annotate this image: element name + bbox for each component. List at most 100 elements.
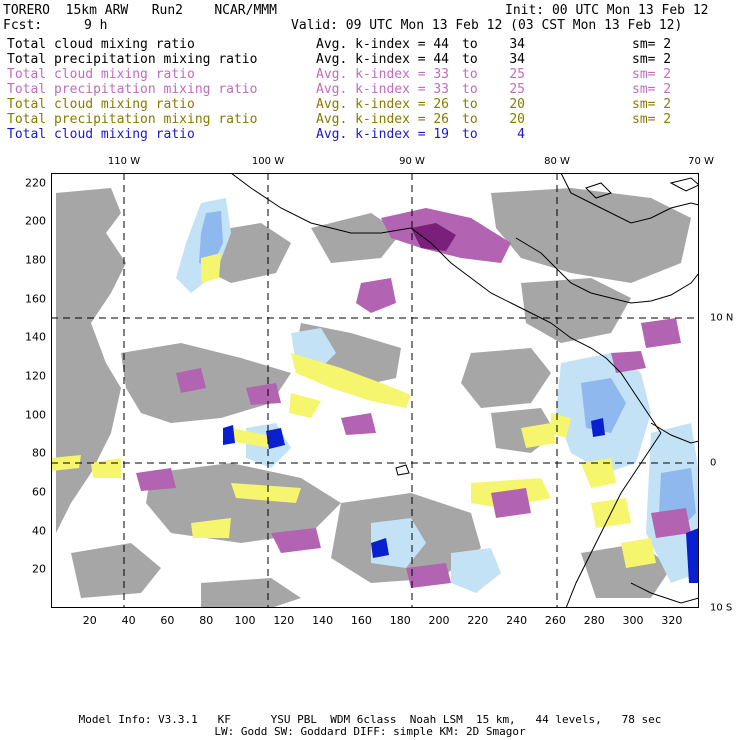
legend-label: Total cloud mixing ratio xyxy=(7,127,195,142)
legend-smoothing: sm= 2 xyxy=(632,82,672,97)
legend-to-word: to xyxy=(462,112,478,127)
fcst-value: 9 h xyxy=(84,18,108,33)
legend-kindex-to: 25 xyxy=(509,67,525,82)
legend-kindex-text: Avg. k-index = xyxy=(316,67,426,82)
map-frame xyxy=(51,173,699,608)
x-tick-label: 120 xyxy=(273,614,295,627)
precip-yellow-layer xyxy=(51,253,656,568)
init-time: Init: 00 UTC Mon 13 Feb 12 xyxy=(505,3,709,18)
field-patch xyxy=(651,508,691,538)
legend-kindex-to: 4 xyxy=(517,127,525,142)
y-tick-label: 40 xyxy=(32,524,46,538)
legend-to-word: to xyxy=(462,82,478,97)
field-patch xyxy=(371,538,389,558)
model-info-line2: LW: Godd SW: Goddard DIFF: simple KM: 2D… xyxy=(214,725,526,738)
legend-kindex-to: 20 xyxy=(509,97,525,112)
y-tick-label: 140 xyxy=(25,330,46,344)
field-patch xyxy=(231,483,301,503)
field-patch xyxy=(411,223,456,251)
legend-kindex-text: Avg. k-index = xyxy=(316,127,426,142)
legend-label: Total cloud mixing ratio xyxy=(7,67,195,82)
model-info-line1: Model Info: V3.3.1 KF YSU PBL WDM 6class… xyxy=(78,713,662,726)
field-patch xyxy=(491,488,531,518)
legend-to-word: to xyxy=(462,97,478,112)
legend-kindex-text: Avg. k-index = xyxy=(316,82,426,97)
x-tick-label: 280 xyxy=(583,614,605,627)
longitude-label: 100 W xyxy=(251,156,285,167)
field-patch xyxy=(201,578,301,608)
legend-smoothing: sm= 2 xyxy=(632,112,672,127)
legend-kindex-to: 34 xyxy=(509,52,525,67)
cloud-purple-layer xyxy=(136,208,691,588)
x-tick-label: 20 xyxy=(82,614,97,627)
x-tick-label: 260 xyxy=(544,614,566,627)
fcst-label: Fcst: xyxy=(3,18,43,33)
field-patch xyxy=(581,458,616,488)
legend-kindex-text: Avg. k-index = xyxy=(316,97,426,112)
latitude-label: 10 N xyxy=(710,312,734,324)
legend-kindex-from: 33 xyxy=(433,82,449,97)
legend-label: Total cloud mixing ratio xyxy=(7,97,195,112)
legend-kindex-from: 19 xyxy=(433,127,449,142)
legend-kindex-from: 44 xyxy=(433,37,449,52)
x-tick-label: 240 xyxy=(506,614,528,627)
field-patch xyxy=(686,528,699,583)
field-patch xyxy=(551,413,571,438)
field-patch xyxy=(591,418,605,437)
y-tick-label: 200 xyxy=(25,214,46,228)
legend-smoothing: sm= 2 xyxy=(632,67,672,82)
legend-kindex-from: 33 xyxy=(433,67,449,82)
grid-lines xyxy=(51,173,699,608)
latitude-label: 10 S xyxy=(710,602,733,614)
field-patch xyxy=(406,563,451,588)
field-patch xyxy=(223,425,235,445)
precip-deepblue-layer xyxy=(223,418,699,583)
legend-label: Total precipitation mixing ratio xyxy=(7,112,258,127)
y-tick-label: 120 xyxy=(25,369,46,383)
field-patch xyxy=(289,393,321,418)
field-patch xyxy=(191,518,231,538)
field-patch xyxy=(521,423,556,448)
field-patch xyxy=(176,368,206,393)
y-tick-label: 220 xyxy=(25,176,46,190)
legend-to-word: to xyxy=(462,127,478,142)
legend-kindex-from: 44 xyxy=(433,52,449,67)
legend-smoothing: sm= 2 xyxy=(632,52,672,67)
field-patch xyxy=(356,278,396,313)
legend-kindex-text: Avg. k-index = xyxy=(316,112,426,127)
field-patch xyxy=(71,543,161,598)
legend-to-word: to xyxy=(462,67,478,82)
x-tick-label: 100 xyxy=(234,614,256,627)
map-title: TORERO 15km ARW Run2 NCAR/MMM xyxy=(3,3,277,18)
field-patch xyxy=(56,188,126,533)
legend-to-word: to xyxy=(462,52,478,67)
y-tick-label: 160 xyxy=(25,292,46,306)
legend-kindex-from: 26 xyxy=(433,112,449,127)
legend-smoothing: sm= 2 xyxy=(632,97,672,112)
legend-to-word: to xyxy=(462,37,478,52)
x-tick-label: 60 xyxy=(160,614,175,627)
legend-kindex-to: 25 xyxy=(509,82,525,97)
coastline xyxy=(230,173,699,608)
field-patch xyxy=(611,351,646,373)
field-patch xyxy=(521,278,631,343)
legend-label: Total cloud mixing ratio xyxy=(7,37,195,52)
x-tick-label: 40 xyxy=(121,614,136,627)
legend-kindex-text: Avg. k-index = xyxy=(316,52,426,67)
field-patch xyxy=(266,428,285,449)
forecast-map xyxy=(51,173,699,608)
x-tick-label: 140 xyxy=(312,614,334,627)
cloud-darkpurple-layer xyxy=(411,223,456,251)
field-patch xyxy=(581,378,626,433)
legend-kindex-text: Avg. k-index = xyxy=(316,37,426,52)
x-tick-label: 80 xyxy=(199,614,214,627)
legend-kindex-to: 34 xyxy=(509,37,525,52)
field-patch xyxy=(311,213,401,263)
x-tick-label: 180 xyxy=(389,614,411,627)
y-tick-label: 180 xyxy=(25,253,46,267)
y-tick-label: 60 xyxy=(32,485,46,499)
valid-time: Valid: 09 UTC Mon 13 Feb 12 (03 CST Mon … xyxy=(291,18,683,33)
x-tick-label: 220 xyxy=(467,614,489,627)
x-tick-label: 160 xyxy=(350,614,372,627)
y-tick-label: 20 xyxy=(32,562,46,576)
